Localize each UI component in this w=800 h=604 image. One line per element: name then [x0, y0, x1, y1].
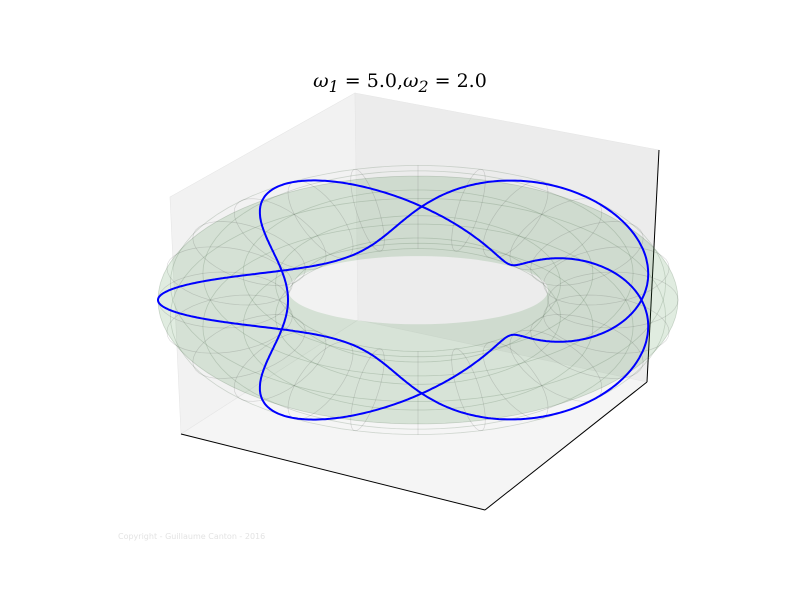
chart-title: ω1 = 5.0,ω2 = 2.0: [0, 70, 800, 96]
omega2-symbol: ω: [403, 70, 419, 92]
omega1-value: 5.0: [367, 70, 397, 92]
omega2-subscript: 2: [419, 77, 429, 96]
omega2-value: 2.0: [457, 70, 487, 92]
copyright-watermark: Copyright - Guillaume Canton - 2016: [118, 532, 265, 541]
omega1-symbol: ω: [313, 70, 329, 92]
omega1-subscript: 1: [329, 77, 339, 96]
